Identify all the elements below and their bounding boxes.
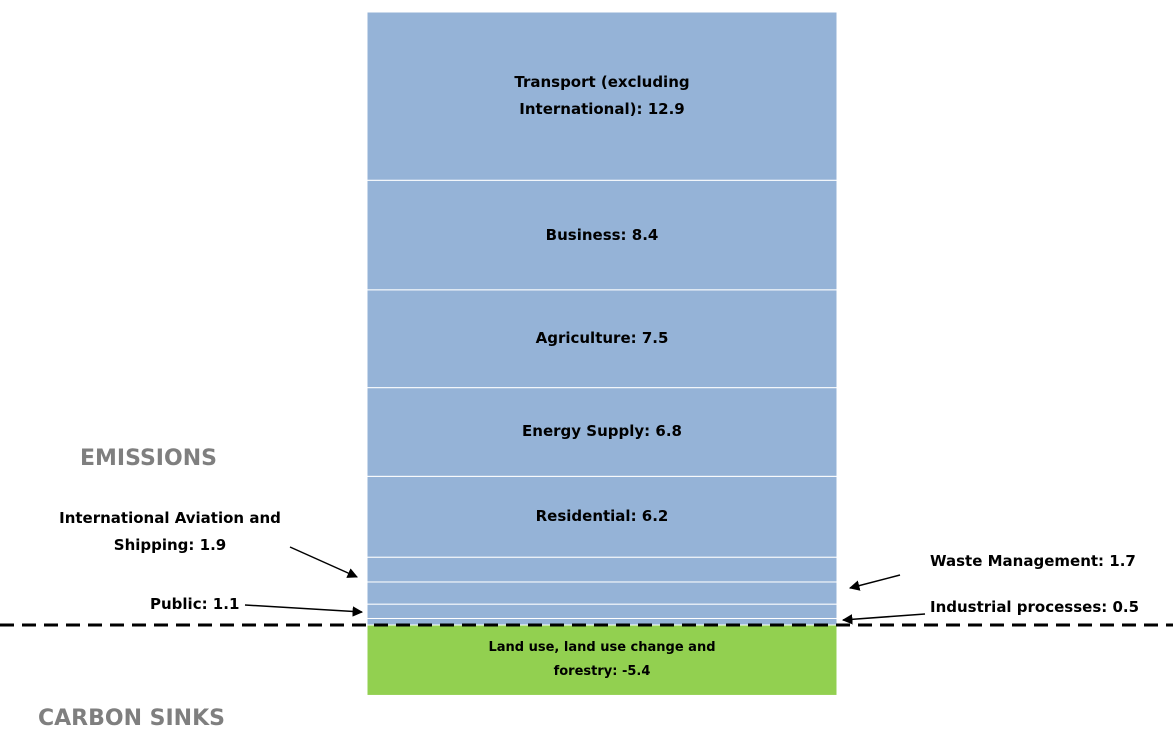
bar-segment xyxy=(366,556,838,583)
bar-segment xyxy=(366,387,838,477)
data-label: Energy Supply: 6.8 xyxy=(522,422,682,441)
data-label: Residential: 6.2 xyxy=(535,507,669,526)
data-label: International Aviation and Shipping: 1.9 xyxy=(59,509,281,554)
bar-segment xyxy=(366,624,838,696)
bar-segment xyxy=(366,475,838,558)
bar-segment xyxy=(366,289,838,389)
data-label: Transport (excluding International): 12.… xyxy=(514,73,690,119)
bar-segment xyxy=(366,581,838,605)
bar-segment xyxy=(366,603,838,619)
arrow xyxy=(289,546,358,578)
annotation: EMISSIONS xyxy=(80,446,217,471)
data-label: Public: 1.1 xyxy=(150,595,240,613)
data-label: Industrial processes: 0.5 xyxy=(930,598,1140,616)
bar-segment xyxy=(366,11,838,181)
data-label: Waste Management: 1.7 xyxy=(930,552,1136,570)
data-label: Business: 8.4 xyxy=(545,225,659,244)
annotation: CARBON SINKS xyxy=(38,706,225,731)
bar-segment xyxy=(366,179,838,291)
arrow xyxy=(841,613,926,625)
arrow xyxy=(244,604,364,617)
data-label: Land use, land use change and forestry: … xyxy=(488,640,716,680)
arrow xyxy=(848,574,901,591)
data-label: Agriculture: 7.5 xyxy=(535,329,669,348)
